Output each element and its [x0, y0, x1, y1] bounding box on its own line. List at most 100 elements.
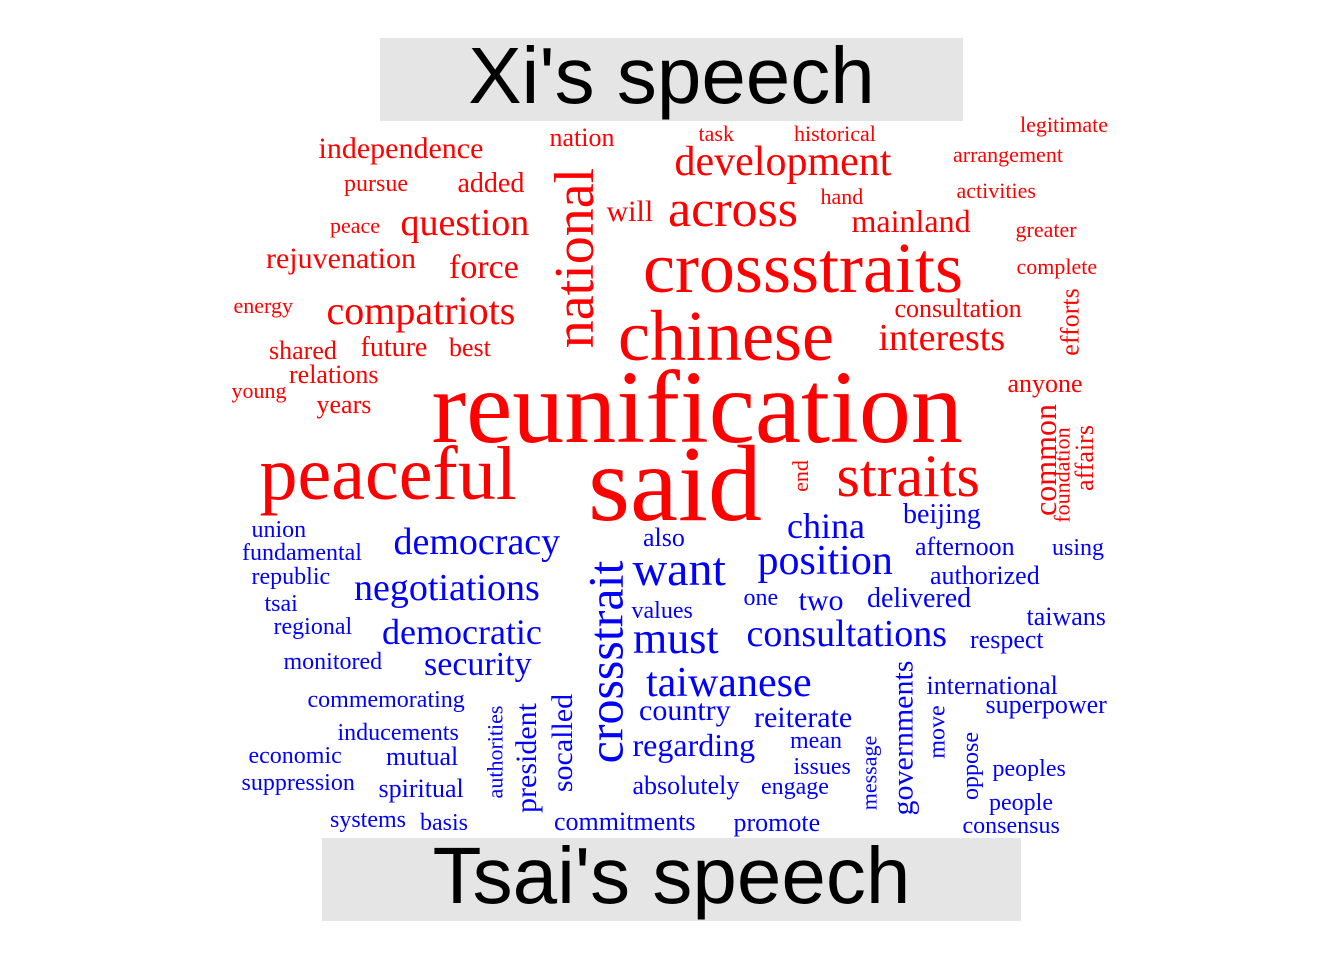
word-message: message	[855, 735, 881, 811]
word-crossstrait: crossstrait	[576, 560, 633, 764]
word-china: china	[787, 506, 865, 546]
word-authorities: authorities	[481, 705, 507, 799]
word-values: values	[631, 598, 693, 624]
word-taiwans: taiwans	[1026, 602, 1106, 631]
word-historical: historical	[794, 121, 876, 146]
word-hand: hand	[820, 184, 864, 209]
word-complete: complete	[1016, 254, 1098, 279]
word-anyone: anyone	[1007, 369, 1083, 398]
word-authorized: authorized	[930, 561, 1040, 590]
word-chinese: chinese	[618, 296, 834, 376]
word-superpower: superpower	[985, 690, 1107, 719]
word-mainland: mainland	[851, 203, 971, 239]
word-peoples: peoples	[992, 756, 1066, 782]
word-absolutely: absolutely	[632, 771, 740, 800]
word-compatriots: compatriots	[326, 288, 516, 333]
word-development: development	[674, 139, 892, 185]
word-years: years	[316, 390, 372, 419]
word-regional: regional	[273, 614, 353, 640]
word-mean: mean	[790, 728, 842, 754]
word-monitored: monitored	[283, 649, 383, 675]
word-consultation: consultation	[894, 294, 1022, 323]
word-across: across	[668, 181, 798, 238]
word-nation: nation	[549, 123, 615, 152]
word-foundation: foundation	[1049, 427, 1075, 523]
word-spiritual: spiritual	[378, 774, 464, 803]
word-future: future	[360, 332, 428, 363]
word-commitments: commitments	[554, 807, 696, 836]
word-also: also	[643, 523, 685, 552]
word-promote: promote	[733, 808, 821, 837]
xi-speech-label: Xi's speech	[380, 30, 963, 121]
word-two: two	[798, 584, 844, 617]
word-greater: greater	[1015, 217, 1077, 242]
word-using: using	[1052, 535, 1105, 561]
word-straits: straits	[836, 443, 980, 509]
word-issues: issues	[793, 754, 851, 780]
word-legitimate: legitimate	[1020, 112, 1108, 137]
word-union: union	[251, 517, 307, 543]
word-democratic: democratic	[382, 612, 542, 652]
word-governments: governments	[885, 660, 919, 816]
word-best: best	[449, 333, 491, 362]
word-fundamental: fundamental	[242, 540, 362, 566]
word-end: end	[787, 460, 813, 492]
word-republic: republic	[251, 564, 331, 590]
word-president: president	[509, 703, 543, 813]
word-inducements: inducements	[337, 720, 459, 746]
word-regarding: regarding	[632, 727, 756, 763]
word-oppose: oppose	[958, 732, 984, 800]
word-suppression: suppression	[241, 770, 355, 796]
word-young: young	[231, 378, 287, 403]
word-beijing: beijing	[903, 499, 981, 530]
word-said: said	[588, 425, 762, 544]
word-reiterate: reiterate	[754, 701, 853, 734]
word-international: international	[926, 671, 1058, 700]
word-efforts: efforts	[1055, 288, 1085, 356]
word-task: task	[698, 121, 734, 146]
word-respect: respect	[970, 625, 1044, 654]
word-reunification: reunification	[431, 350, 963, 465]
word-must: must	[633, 614, 719, 663]
word-arrangement: arrangement	[953, 142, 1063, 167]
word-peaceful: peaceful	[259, 432, 517, 516]
word-consultations: consultations	[746, 613, 948, 655]
word-affairs: affairs	[1069, 425, 1099, 491]
word-added: added	[457, 168, 525, 199]
word-economic: economic	[248, 743, 342, 769]
word-socalled: socalled	[546, 693, 580, 793]
word-independence: independence	[318, 132, 484, 165]
word-energy: energy	[233, 293, 293, 318]
word-rejuvenation: rejuvenation	[266, 242, 416, 275]
word-crossstraits: crossstraits	[643, 228, 963, 308]
word-relations: relations	[289, 360, 379, 389]
word-security: security	[424, 646, 532, 683]
word-basis: basis	[420, 810, 468, 836]
word-tsai: tsai	[264, 591, 298, 617]
tsai-speech-label: Tsai's speech	[322, 830, 1021, 921]
word-interests: interests	[878, 317, 1006, 359]
word-country: country	[639, 694, 731, 727]
word-national: national	[544, 167, 607, 349]
word-systems: systems	[330, 807, 407, 833]
word-move: move	[924, 705, 951, 759]
xi-speech-label-text: Xi's speech	[468, 30, 875, 120]
word-mutual: mutual	[386, 742, 459, 771]
word-want: want	[632, 543, 726, 596]
word-will: will	[606, 195, 654, 228]
word-engage: engage	[761, 774, 829, 800]
word-consensus: consensus	[962, 813, 1060, 839]
word-afternoon: afternoon	[915, 532, 1015, 561]
word-people: people	[989, 790, 1053, 816]
word-shared: shared	[269, 336, 337, 365]
word-peace: peace	[330, 213, 381, 238]
word-negotiations: negotiations	[354, 567, 540, 609]
word-force: force	[449, 249, 519, 286]
word-one: one	[743, 585, 779, 611]
word-question: question	[400, 202, 530, 244]
word-position: position	[757, 538, 893, 584]
tsai-speech-label-text: Tsai's speech	[432, 830, 911, 920]
word-activities: activities	[956, 178, 1036, 203]
word-delivered: delivered	[867, 583, 972, 614]
word-democracy: democracy	[393, 521, 561, 563]
